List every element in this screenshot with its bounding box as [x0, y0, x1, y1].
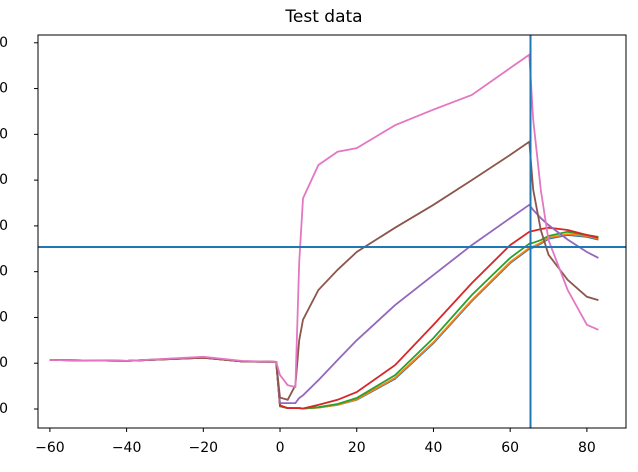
y-tick-label: 80	[0, 81, 8, 97]
chart-title: Test data	[284, 7, 362, 27]
line-series	[49, 203, 599, 404]
line-series	[49, 234, 599, 410]
y-tick-label: 30	[0, 309, 8, 325]
y-tick-label: 70	[0, 126, 8, 142]
y-tick-label: 40	[0, 264, 8, 280]
x-tick-label: 40	[425, 440, 443, 456]
x-tick-label: −40	[112, 440, 142, 456]
x-tick-label: −20	[189, 440, 219, 456]
x-tick-label: 80	[578, 440, 596, 456]
y-tick-label: 90	[0, 35, 8, 51]
line-series	[49, 226, 599, 410]
x-tick-label: 0	[276, 440, 285, 456]
x-tick-label: 20	[348, 440, 366, 456]
x-tick-label: −60	[35, 440, 65, 456]
plot-frame	[37, 34, 627, 429]
y-tick-label: 60	[0, 172, 8, 188]
line-series	[49, 53, 599, 389]
line-series	[49, 233, 599, 410]
y-tick-label: 50	[0, 218, 8, 234]
y-tick-label: 10	[0, 401, 8, 417]
y-tick-label: 20	[0, 355, 8, 371]
x-tick-label: 60	[501, 440, 519, 456]
